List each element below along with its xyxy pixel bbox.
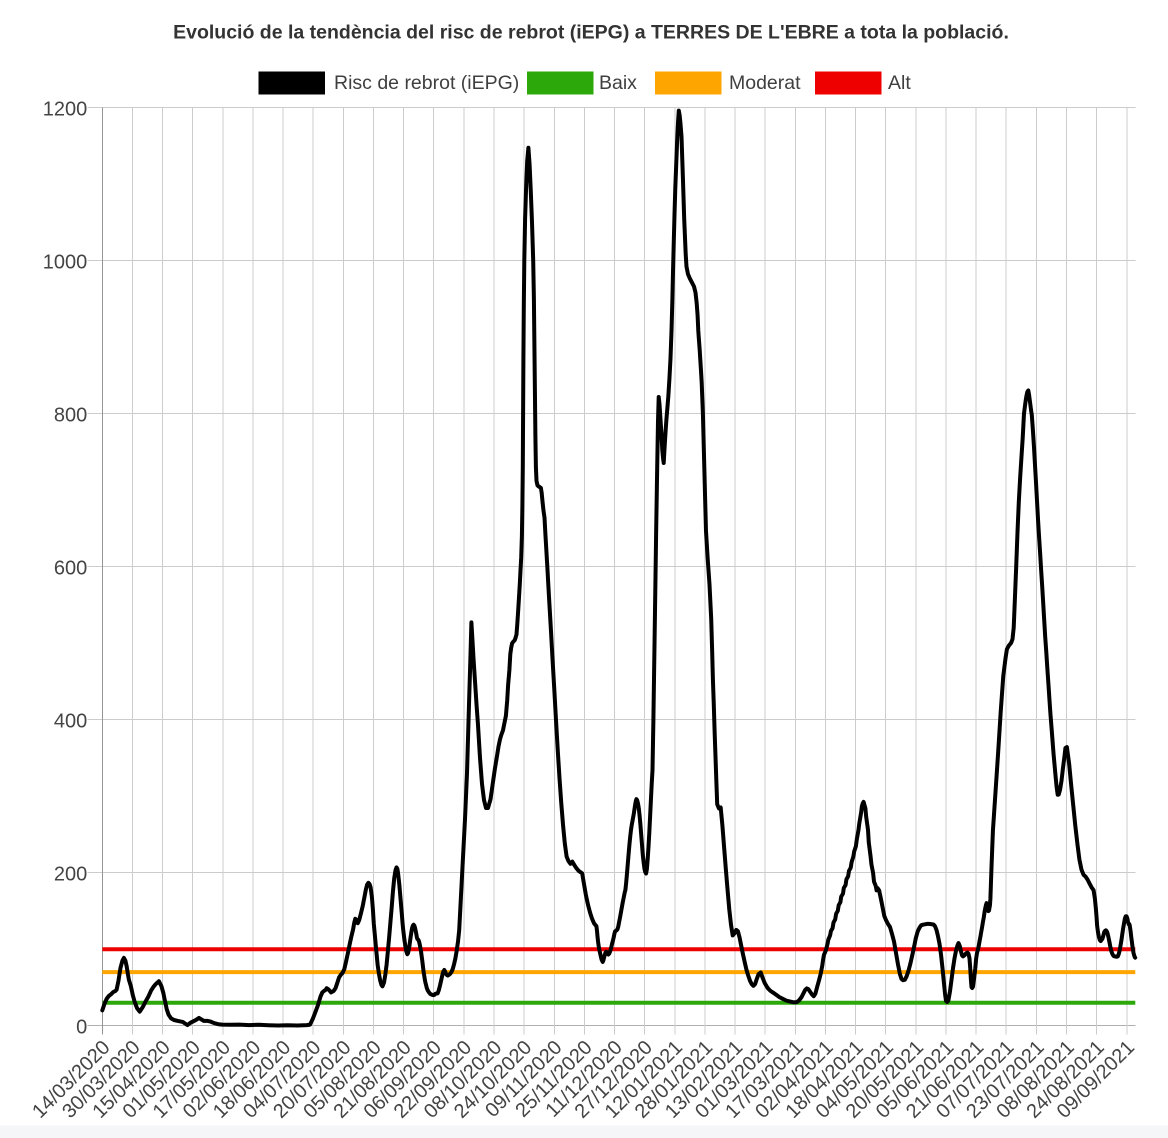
svg-text:Moderat: Moderat (729, 72, 801, 94)
svg-text:400: 400 (54, 711, 87, 733)
svg-text:0: 0 (76, 1017, 87, 1039)
svg-text:Alt: Alt (888, 72, 911, 94)
svg-text:Evolució de la tendència del r: Evolució de la tendència del risc de reb… (173, 22, 1009, 44)
svg-text:800: 800 (54, 404, 87, 426)
svg-text:200: 200 (54, 864, 87, 886)
svg-text:1200: 1200 (43, 98, 88, 120)
svg-text:1000: 1000 (43, 251, 88, 273)
svg-text:Baix: Baix (599, 72, 637, 94)
svg-text:600: 600 (54, 558, 87, 580)
svg-text:Risc de rebrot (iEPG): Risc de rebrot (iEPG) (334, 72, 519, 94)
